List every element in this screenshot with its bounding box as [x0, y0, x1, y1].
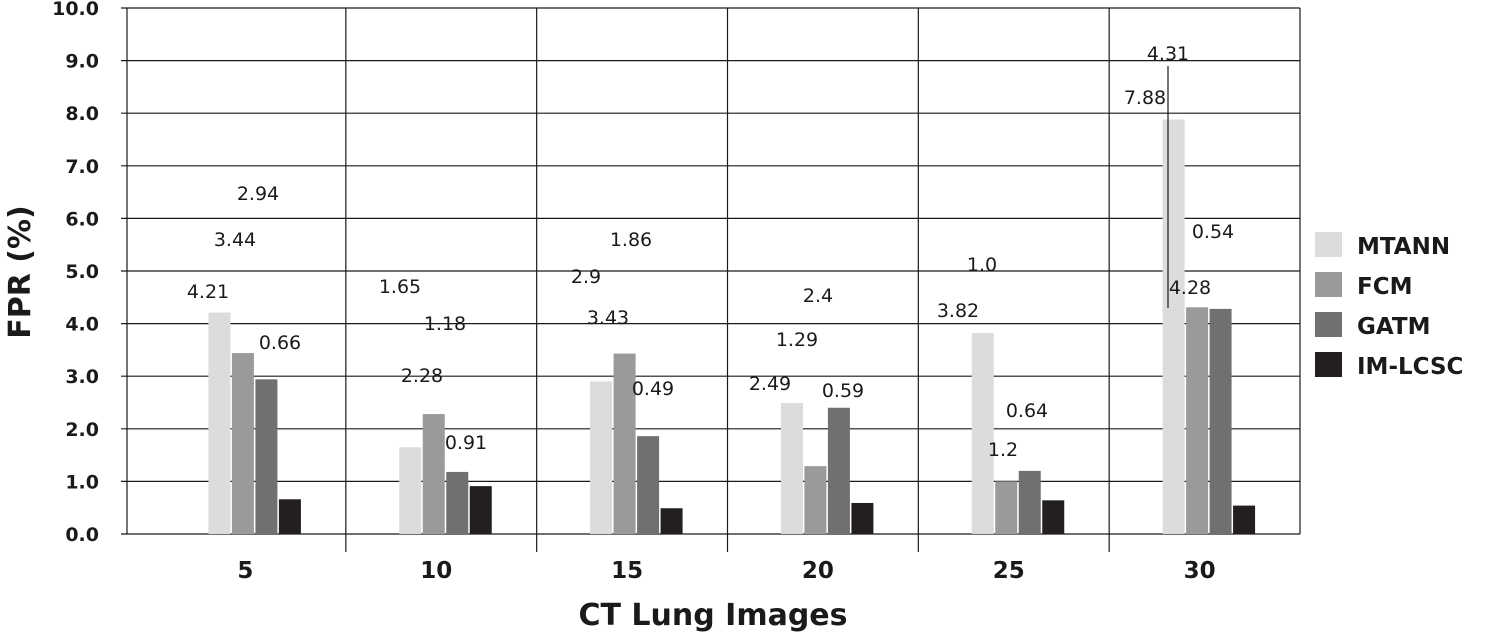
y-tick-label: 10.0 [52, 0, 99, 20]
bar-fcm-15 [613, 353, 636, 534]
gridlines [121, 7, 1301, 552]
legend-label-im-lcsc: IM-LCSC [1357, 354, 1463, 380]
bar-mtann-25 [971, 333, 994, 534]
data-label-gatm-30: 4.28 [1169, 277, 1211, 299]
data-label-fcm-10: 2.28 [401, 365, 443, 387]
x-tick-label: 25 [993, 558, 1025, 584]
legend-label-gatm: GATM [1357, 314, 1430, 340]
data-label-fcm-5: 3.44 [214, 229, 256, 251]
legend-swatch-gatm [1315, 312, 1342, 337]
y-tick-label: 7.0 [65, 156, 99, 178]
bars [208, 119, 1256, 535]
bar-gatm-30 [1209, 308, 1232, 534]
data-label-im-lcsc-20: 0.59 [822, 380, 864, 402]
legend-swatch-fcm [1315, 272, 1342, 297]
data-label-gatm-5: 2.94 [237, 183, 279, 205]
y-tick-label: 9.0 [65, 51, 99, 73]
bar-gatm-20 [827, 407, 850, 534]
data-label-im-lcsc-25: 0.64 [1006, 400, 1048, 422]
data-label-mtann-25: 3.82 [937, 300, 979, 322]
data-label-fcm-15: 3.43 [587, 307, 629, 329]
bar-fcm-10 [422, 414, 445, 534]
bar-fcm-30 [1186, 307, 1209, 534]
data-label-mtann-20: 2.49 [749, 373, 791, 395]
bar-im-lcsc-20 [851, 502, 874, 534]
data-label-gatm-25: 1.2 [988, 439, 1018, 461]
data-label-fcm-30: 4.31 [1147, 43, 1189, 65]
legend-label-mtann: MTANN [1357, 234, 1450, 260]
data-label-mtann-5: 4.21 [187, 281, 229, 303]
bar-fcm-25 [995, 481, 1018, 534]
bar-im-lcsc-5 [278, 499, 301, 534]
bar-mtann-15 [590, 381, 613, 534]
x-tick-label: 20 [802, 558, 834, 584]
x-tick-label: 5 [237, 558, 253, 584]
x-tick-label: 10 [420, 558, 452, 584]
data-label-im-lcsc-5: 0.66 [259, 332, 301, 354]
legend-swatch-im-lcsc [1315, 352, 1342, 377]
data-label-im-lcsc-30: 0.54 [1192, 221, 1234, 243]
bar-mtann-30 [1162, 119, 1185, 535]
data-label-im-lcsc-15: 0.49 [632, 378, 674, 400]
y-axis-ticks: 0.0 1.0 2.0 3.0 4.0 5.0 6.0 7.0 8.0 9.0 10.0 [52, 0, 99, 546]
x-axis-title: CT Lung Images [578, 598, 847, 632]
y-tick-label: 2.0 [65, 419, 99, 441]
x-axis-ticks: 5 10 15 20 25 30 [237, 558, 1215, 584]
y-tick-label: 1.0 [65, 471, 99, 493]
bar-gatm-5 [255, 379, 278, 534]
bar-im-lcsc-25 [1042, 500, 1065, 534]
y-tick-label: 8.0 [65, 103, 99, 125]
bar-gatm-10 [446, 471, 469, 534]
y-tick-label: 3.0 [65, 366, 99, 388]
y-tick-label: 0.0 [65, 524, 99, 546]
legend-label-fcm: FCM [1357, 274, 1412, 300]
bar-mtann-20 [780, 403, 803, 534]
y-tick-label: 5.0 [65, 261, 99, 283]
bar-mtann-10 [399, 447, 422, 534]
x-tick-label: 30 [1184, 558, 1216, 584]
y-axis-title: FPR (%) [3, 205, 38, 339]
bar-mtann-5 [208, 312, 231, 534]
data-label-gatm-15: 1.86 [610, 229, 652, 251]
bar-gatm-25 [1018, 470, 1041, 534]
x-tick-label: 15 [611, 558, 643, 584]
bar-im-lcsc-30 [1233, 505, 1256, 534]
data-label-im-lcsc-10: 0.91 [445, 432, 487, 454]
data-label-mtann-15: 2.9 [571, 266, 601, 288]
bar-im-lcsc-10 [469, 486, 492, 534]
y-tick-label: 6.0 [65, 208, 99, 230]
data-label-mtann-10: 1.65 [379, 276, 421, 298]
legend-swatch-mtann [1315, 232, 1342, 257]
bar-gatm-15 [637, 436, 660, 534]
data-label-gatm-20: 2.4 [803, 285, 833, 307]
data-label-fcm-25: 1.0 [967, 254, 997, 276]
bar-im-lcsc-15 [660, 508, 683, 534]
y-tick-label: 4.0 [65, 314, 99, 336]
data-labels: 4.21 3.44 2.94 0.66 1.65 2.28 1.18 0.91 2.9 3.43 1… [187, 43, 1234, 461]
legend: MTANN FCM GATM IM-LCSC [1315, 232, 1463, 380]
data-label-fcm-20: 1.29 [776, 329, 818, 351]
bar-fcm-20 [804, 466, 827, 534]
bar-fcm-5 [231, 353, 254, 534]
data-label-mtann-30: 7.88 [1124, 87, 1166, 109]
data-label-gatm-10: 1.18 [424, 313, 466, 335]
